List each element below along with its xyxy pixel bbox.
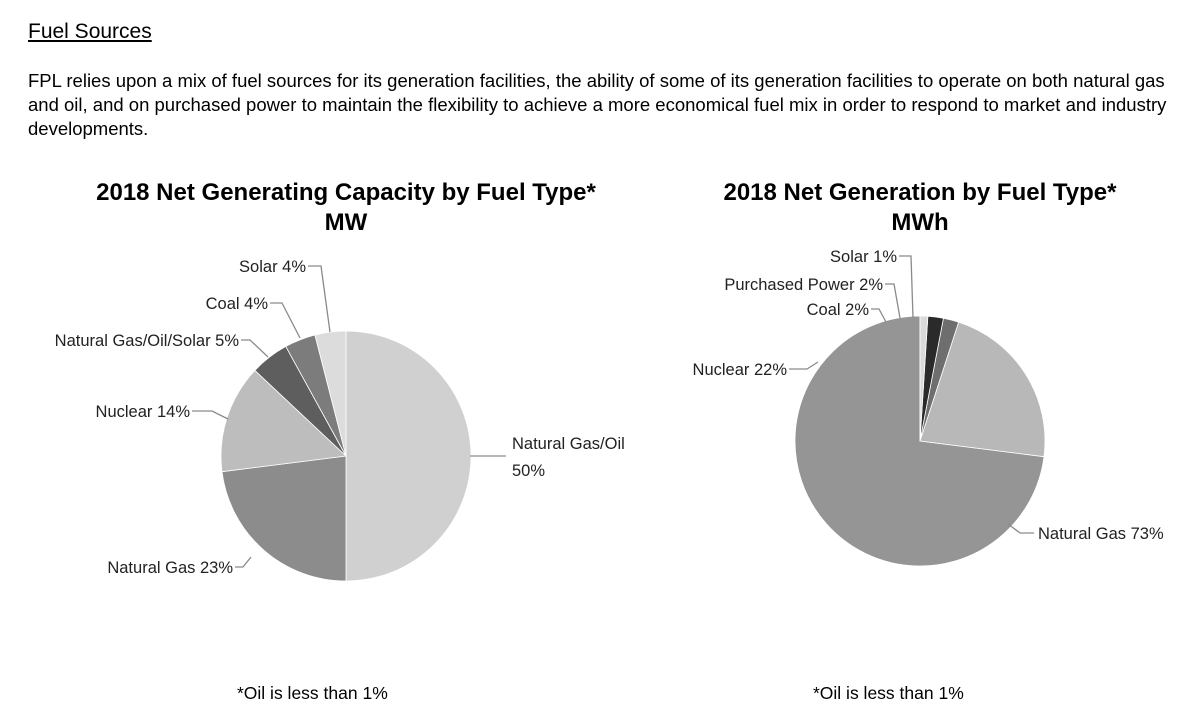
slice-label-coal: Coal 2% [807,301,870,319]
leader-line [899,255,914,319]
pie-slice-natural-gas-23 [221,455,347,582]
slice-label-nuclear: Nuclear 14% [96,403,191,421]
leader-line [241,339,269,358]
leader-line [885,283,901,319]
slice-value-natural-gas-oil: 50% [512,462,545,480]
slice-label-natural-gas: Natural Gas 23% [107,559,233,577]
slice-label-nuclear: Nuclear 22% [693,361,788,379]
leader-line [192,410,229,420]
leader-line [1007,523,1034,534]
pie-slice-nuclear-22 [919,321,1046,458]
capacity-pie-chart: 2018 Net Generating Capacity by Fuel Typ… [55,179,625,582]
pie-slice-solar-1 [919,315,929,442]
slice-label-coal: Coal 4% [206,295,269,313]
intro-paragraph: FPL relies upon a mix of fuel sources fo… [28,70,1167,139]
pie-slice-nuclear-14 [220,369,347,473]
leader-line [308,265,331,333]
generation-footnote: *Oil is less than 1% [813,683,964,703]
pie-slice-natural-gas-73 [794,315,1045,567]
leader-line [270,302,301,339]
slice-label-purchased-power: Purchased Power 2% [724,276,883,294]
slice-label-natural-gas: Natural Gas 73% [1038,525,1164,543]
slice-label-solar: Solar 1% [830,248,897,266]
chart-subtitle: MW [325,209,368,236]
capacity-footnote: *Oil is less than 1% [237,683,388,703]
slice-label-natural-gas-oil-solar: Natural Gas/Oil/Solar 5% [55,332,240,350]
generation-pie-chart: 2018 Net Generation by Fuel Type* MWh Na… [693,179,1164,567]
pie-slice-solar-4 [314,330,347,457]
leader-line [235,556,252,568]
slice-label-solar: Solar 4% [239,258,306,276]
chart-title: 2018 Net Generating Capacity by Fuel Typ… [96,179,596,206]
chart-title: 2018 Net Generation by Fuel Type* [723,179,1117,206]
leader-line [789,361,819,370]
chart-subtitle: MWh [891,209,948,236]
section-heading: Fuel Sources [28,20,152,43]
leader-line [871,308,887,323]
slice-label-natural-gas-oil: Natural Gas/Oil [512,435,625,453]
pie-slice-natural-gas-oil [345,330,472,582]
